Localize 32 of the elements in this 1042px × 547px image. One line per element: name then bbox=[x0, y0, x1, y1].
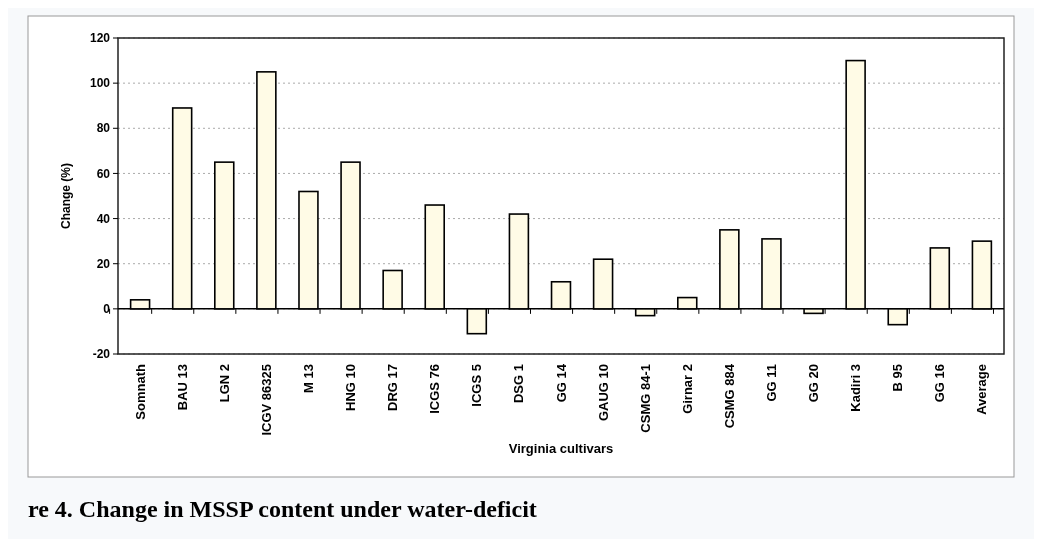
y-tick-label: 100 bbox=[89, 76, 111, 91]
x-tick-label: DSG 1 bbox=[511, 364, 527, 404]
y-tick-label: 20 bbox=[96, 256, 111, 271]
y-tick-label: 60 bbox=[96, 166, 111, 181]
x-tick-label: HNG 10 bbox=[343, 364, 359, 411]
x-tick-label: Girnar 2 bbox=[679, 364, 695, 414]
y-tick-label: 80 bbox=[96, 121, 111, 136]
y-tick-label: 120 bbox=[89, 31, 111, 46]
x-tick-label: Somnath bbox=[132, 363, 148, 420]
x-tick-label: Average bbox=[974, 364, 990, 415]
x-axis-title: Virginia cultivars bbox=[508, 441, 614, 456]
y-tick-label: 0 bbox=[103, 302, 111, 317]
y-axis-title: Change (%) bbox=[59, 163, 73, 229]
y-tick-label: 40 bbox=[96, 211, 111, 226]
y-tick-label: -20 bbox=[92, 347, 111, 362]
x-tick-label: GAUG 10 bbox=[595, 364, 611, 422]
x-tick-label: LGN 2 bbox=[216, 364, 232, 403]
x-tick-label: CSMG 884 bbox=[721, 363, 737, 429]
x-tick-label: M 13 bbox=[301, 364, 317, 393]
x-tick-label: BAU 13 bbox=[174, 364, 190, 411]
x-tick-label: DRG 17 bbox=[385, 364, 401, 411]
x-tick-label: B 95 bbox=[890, 364, 906, 392]
x-tick-label: CSMG 84-1 bbox=[637, 364, 653, 433]
x-tick-label: ICGS 76 bbox=[427, 364, 443, 414]
x-tick-label: ICGV 86325 bbox=[258, 364, 274, 436]
x-tick-label: GG 16 bbox=[932, 364, 948, 403]
x-tick-label: GG 20 bbox=[806, 364, 822, 403]
x-tick-label: Kadiri 3 bbox=[848, 364, 864, 412]
x-tick-label: GG 14 bbox=[553, 363, 569, 403]
x-tick-label: ICGS 5 bbox=[469, 364, 485, 407]
text: re 4. Change in MSSP content under water-deficit bbox=[28, 496, 537, 522]
x-tick-label: GG 11 bbox=[764, 364, 779, 402]
